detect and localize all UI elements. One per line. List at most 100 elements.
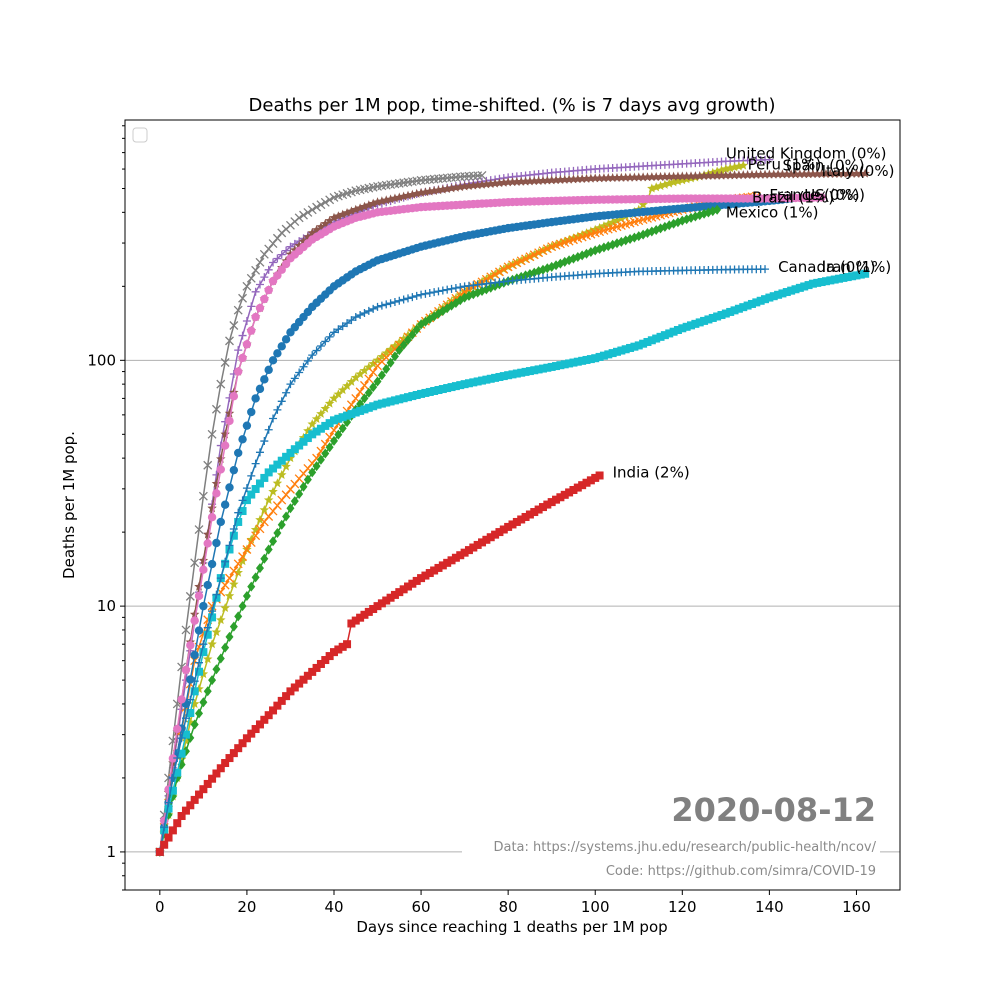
series-label-us: US (0%)	[804, 186, 865, 204]
data-point	[861, 269, 870, 278]
data-point	[325, 195, 335, 205]
data-point	[551, 175, 561, 185]
data-point	[321, 337, 330, 346]
data-point	[264, 265, 273, 274]
data-point	[186, 801, 195, 810]
data-point	[282, 388, 291, 397]
data-point	[364, 374, 374, 384]
data-point	[634, 172, 644, 182]
data-point	[311, 413, 322, 424]
data-point	[721, 309, 730, 318]
data-point	[495, 372, 504, 381]
data-point	[355, 369, 365, 379]
data-point	[220, 358, 230, 367]
data-point	[577, 229, 587, 239]
data-point	[307, 227, 317, 237]
y-axis-ticks: 1 10 100	[87, 125, 125, 891]
data-point	[786, 169, 796, 179]
data-point	[255, 720, 264, 729]
data-point	[238, 435, 247, 444]
data-point	[216, 465, 225, 474]
data-point	[312, 427, 321, 436]
data-point	[552, 495, 561, 504]
data-point	[186, 641, 195, 650]
data-point	[333, 211, 344, 221]
data-point	[203, 686, 212, 697]
data-point	[438, 286, 447, 295]
data-point	[268, 486, 278, 496]
data-point	[189, 698, 200, 708]
data-point	[512, 176, 522, 186]
data-point	[473, 377, 482, 386]
data-point	[229, 566, 239, 576]
data-point	[251, 394, 260, 403]
data-point	[560, 490, 569, 499]
data-point	[851, 168, 862, 178]
data-point	[382, 596, 391, 605]
data-point	[316, 200, 326, 210]
data-point	[438, 561, 447, 570]
data-point	[360, 380, 369, 390]
data-point	[337, 209, 348, 219]
data-point	[325, 419, 334, 428]
data-source-credit: Data: https://systems.jhu.edu/research/p…	[493, 840, 876, 855]
data-point	[655, 181, 666, 191]
data-point	[303, 232, 313, 242]
data-point	[565, 359, 574, 368]
data-point	[594, 173, 605, 183]
data-point	[481, 179, 492, 189]
data-point	[373, 376, 382, 387]
data-point	[190, 687, 199, 696]
data-point	[830, 275, 839, 284]
data-point	[199, 601, 208, 611]
data-point	[164, 798, 173, 807]
data-point	[782, 288, 791, 297]
data-point	[290, 374, 299, 383]
data-point	[434, 386, 443, 395]
data-point	[512, 258, 522, 268]
data-point	[395, 588, 404, 597]
data-point	[203, 580, 212, 590]
data-point	[351, 313, 360, 322]
data-point	[778, 289, 787, 298]
data-point	[225, 754, 234, 763]
data-point	[259, 517, 269, 527]
data-point	[273, 254, 282, 263]
data-point	[273, 528, 282, 539]
data-point	[155, 847, 164, 856]
data-point	[478, 376, 487, 385]
data-point	[181, 665, 191, 675]
data-point	[485, 178, 496, 188]
data-point	[556, 493, 565, 502]
data-point	[494, 267, 504, 277]
data-point	[626, 343, 635, 352]
data-point	[260, 437, 269, 446]
data-point	[316, 221, 326, 231]
data-point	[360, 393, 369, 404]
data-point	[308, 351, 317, 360]
data-point	[681, 171, 692, 181]
data-point	[443, 558, 452, 567]
data-point	[259, 249, 269, 259]
data-point	[325, 442, 334, 453]
data-point	[238, 552, 248, 562]
data-point	[660, 171, 670, 181]
data-point	[464, 546, 473, 555]
data-point	[716, 165, 727, 175]
data-point	[260, 553, 269, 564]
data-point	[856, 270, 865, 279]
data-point	[386, 357, 395, 368]
data-point	[755, 169, 766, 179]
data-point	[242, 281, 252, 291]
series-label-italy: Italy (0%)	[822, 162, 895, 180]
data-point	[195, 658, 204, 667]
data-point	[225, 541, 234, 550]
data-point	[738, 170, 749, 180]
data-point	[385, 194, 396, 204]
data-point	[346, 376, 357, 386]
data-point	[368, 367, 378, 377]
data-point	[221, 557, 230, 566]
data-point	[399, 295, 408, 304]
data-point	[202, 654, 213, 664]
data-point	[269, 464, 278, 473]
